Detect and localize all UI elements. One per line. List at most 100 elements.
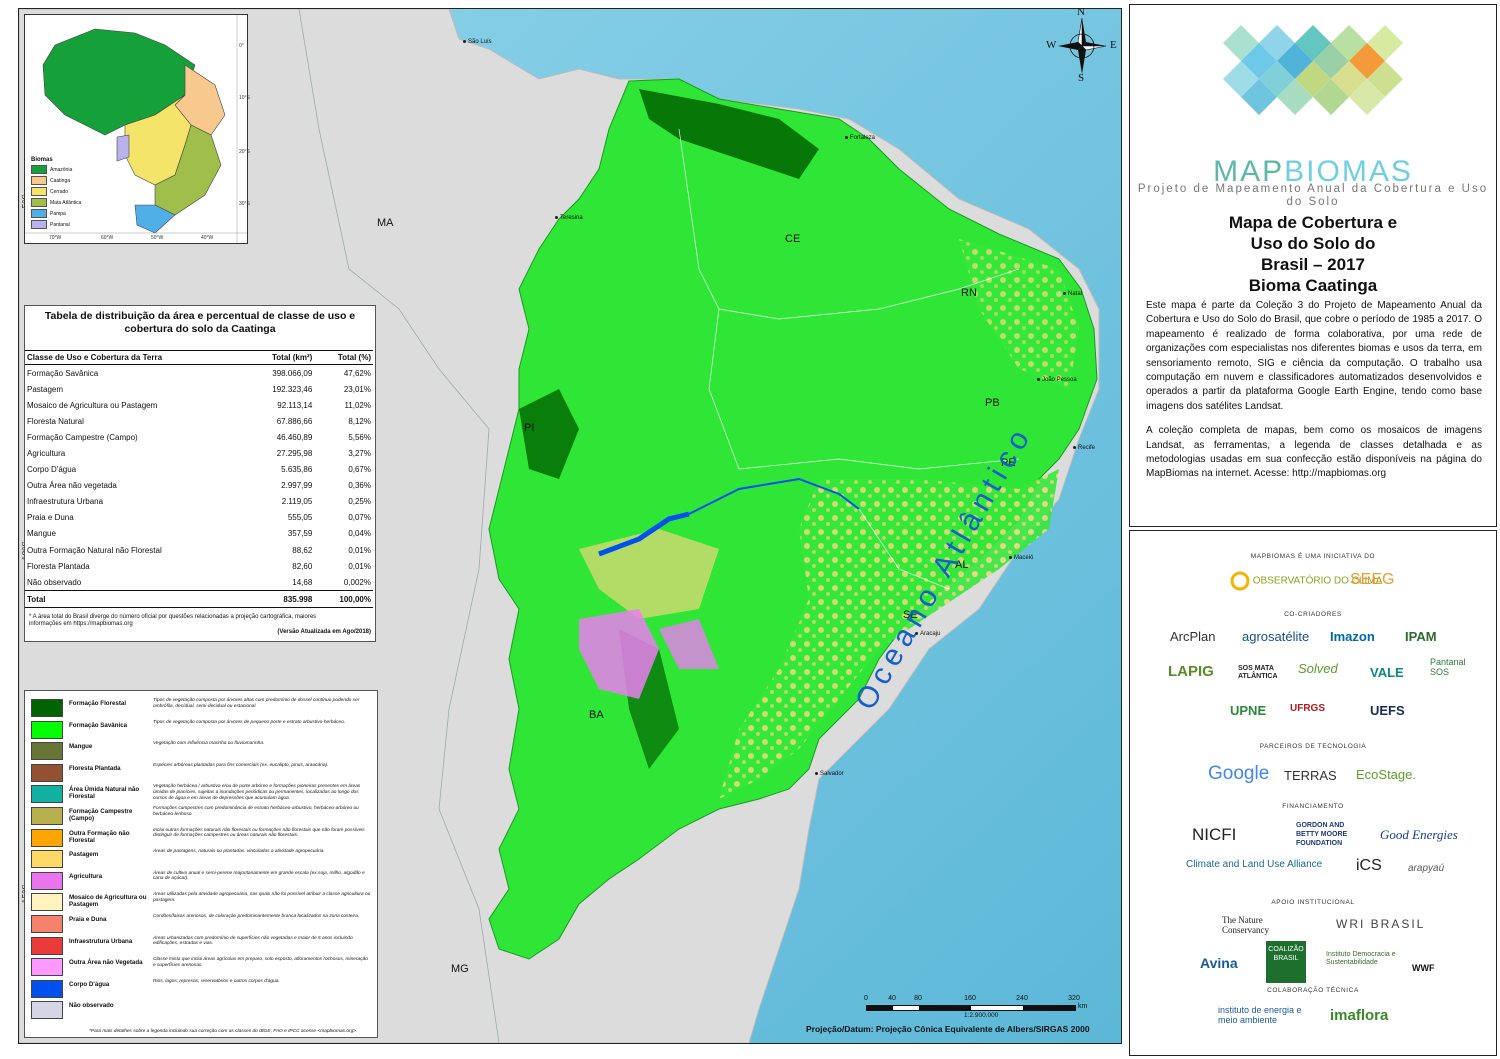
cell-percent: 11,02% (344, 400, 371, 410)
legend-class-name: Agricultura (69, 872, 103, 880)
legend-class-name: Mosaico de Agricultura ou Pastagem (69, 894, 147, 909)
logo-uefs: UEFS (1370, 703, 1405, 718)
biome-name: Caatinga (50, 177, 71, 184)
legend-class-name: Infraestrutura Urbana (69, 937, 133, 945)
state-label-pi: PI (524, 422, 535, 434)
cell-percent: 0,07% (348, 513, 371, 523)
legend-item: Pastagem Áreas de pastagens, naturais ou … (29, 848, 373, 870)
state-label-pb: PB (985, 397, 1000, 409)
biome-swatch (31, 198, 47, 207)
map-description: Este mapa é parte da Coleção 3 do Projet… (1146, 299, 1482, 492)
logo-ufrgs: UFRGS (1290, 703, 1325, 714)
state-label-ba: BA (589, 709, 604, 721)
legend-swatch (31, 850, 63, 869)
title-panel: MAPBIOMAS Projeto de Mapeamento Anual da… (1129, 4, 1497, 527)
compass-n: N (1077, 6, 1085, 18)
cell-class: Formação Savânica (27, 368, 99, 378)
legend-class-description: Áreas urbanizadas com predomínio de supe… (153, 935, 353, 947)
area-distribution-table: Tabela de distribuição da área e percent… (24, 305, 376, 642)
legend-class-description: Inclui outras formações naturais não flo… (153, 827, 365, 839)
legend-class-name: Formação Florestal (69, 700, 127, 707)
legend-item: Praia e Duna Cordões/faixas arenosas, de … (29, 913, 373, 935)
legend-class-description: Tipos de vegetação composta por árvores … (153, 698, 360, 709)
cell-class: Corpo D'água (27, 465, 77, 475)
logo-observatorio-clima: OBSERVATÓRIO DO CLIMA (1230, 571, 1382, 591)
state-label-al: AL (955, 559, 969, 571)
legend-class-description: Áreas utilizadas pela atividade agropecu… (153, 892, 371, 903)
legend-item: Outra Área não Vegetada Classe mista que … (29, 956, 373, 978)
city-salvador: Salvador (815, 771, 844, 777)
legend-class-description: Classe mista que inclui áreas agrícolas … (153, 957, 368, 968)
legend-swatch (31, 958, 63, 977)
logo-solved: Solved (1298, 661, 1338, 676)
logo-label: OBSERVATÓRIO DO CLIMA (1252, 575, 1383, 587)
biome-legend-item: Pampa (31, 209, 81, 218)
scale-tick: 240 (1016, 995, 1028, 1002)
biome-legend-item: Pantanal (31, 220, 81, 229)
legend-item: Formação Savânica Tipos de vegetação comp… (29, 719, 373, 741)
section-tech: PARCEIROS DE TECNOLOGIA (1259, 743, 1367, 750)
inset-tick: 40°W (201, 235, 214, 241)
legend-class-description: Áreas de pastagens, naturais ou plantada… (153, 849, 325, 855)
partners-panel: MAPBIOMAS É UMA INICIATIVA DO OBSERVATÓR… (1129, 530, 1497, 1056)
city-maceio: Maceió (1009, 555, 1033, 561)
projection-note: Projeção/Datum: Projeção Cônica Equivale… (806, 1024, 1090, 1034)
cell-percent: 0,25% (348, 497, 371, 507)
total-label: Total (25, 590, 245, 609)
cell-class: Praia e Duna (27, 513, 74, 523)
cell-percent: 5,56% (348, 432, 371, 442)
logo-wwf: WWF (1412, 963, 1435, 973)
legend-item: Infraestrutura Urbana Áreas urbanizadas c… (29, 935, 373, 957)
biome-legend-item: Amazônia (31, 165, 81, 174)
biome-swatch (31, 176, 47, 185)
table-row: Mosaico de Agricultura ou Pastagem 92.113… (25, 397, 373, 413)
table-row: Não observado 14,68 0,002% (25, 574, 373, 591)
cell-km2: 92.113,14 (277, 400, 313, 410)
legend-item: Mosaico de Agricultura ou Pastagem Áreas … (29, 891, 373, 913)
legend-swatch (31, 979, 63, 998)
legend-swatch (31, 1001, 63, 1020)
cell-km2: 192.323,46 (272, 384, 313, 394)
state-label-mg: MG (451, 963, 469, 975)
land-cover-legend: Formação Florestal Tipos de vegetação com… (24, 690, 378, 1038)
cell-km2: 46.460,89 (276, 432, 313, 442)
brand-right: BIOMAS (1284, 155, 1413, 188)
logo-seeg: SEEG (1350, 571, 1395, 588)
cell-class: Pastagem (27, 384, 64, 394)
cell-percent: 0,002% (343, 577, 371, 587)
table-note: * A área total do Brasil diverge do núme… (29, 614, 317, 628)
inset-tick: 60°W (101, 235, 114, 241)
mapbiomas-logo-icon (1223, 25, 1403, 115)
table-row: Formação Campestre (Campo) 46.460,89 5,56% (25, 429, 373, 445)
section-funding: FINANCIAMENTO (1282, 803, 1344, 810)
section-technical: COLABORAÇÃO TÉCNICA (1267, 987, 1359, 994)
table-row: Infraestrutura Urbana 2.119,05 0,25% (25, 494, 373, 510)
table-row: Praia e Duna 555,05 0,07% (25, 510, 373, 526)
column-header-percent: Total (%) (314, 350, 373, 365)
scale-tick: 80 (914, 995, 922, 1002)
compass-rose: N S W E (1046, 6, 1118, 84)
description-paragraph: A coleção completa de mapas, bem como os… (1146, 425, 1482, 480)
column-header-class: Classe de Uso e Cobertura da Terra (25, 350, 245, 365)
legend-swatch (31, 763, 63, 782)
legend-class-name: Outra Formação não Florestal (69, 829, 130, 844)
scale-ratio: 1:2.900.000 (964, 1012, 999, 1019)
inset-tick: 20°S (239, 149, 250, 155)
cell-class: Outra Área não vegetada (27, 481, 117, 491)
map-title-line: Uso do Solo do (1250, 234, 1376, 253)
legend-class-description: Áreas de cultivo anual e semi-perene maj… (153, 870, 365, 882)
total-km2: 835.998 (244, 590, 315, 609)
cell-class: Floresta Natural (27, 416, 84, 426)
biome-legend-item: Caatinga (31, 176, 81, 185)
table-row: Corpo D'água 5.635,86 0,67% (25, 462, 373, 478)
logo-ecostage: EcoStage. (1356, 767, 1416, 782)
logo-nature-conservancy: The Nature Conservancy (1222, 915, 1269, 935)
logo-arcplan: ArcPlan (1170, 629, 1216, 644)
observatorio-icon (1230, 571, 1250, 591)
legend-class-name: Outra Área não Vegetada (69, 959, 143, 967)
legend-class-description: Tipos de vegetação composta por árvores … (153, 719, 346, 725)
biome-swatch (31, 209, 47, 218)
logo-clua: Climate and Land Use Alliance (1186, 859, 1323, 870)
brand-name: MAPBIOMAS (1130, 155, 1496, 189)
cell-km2: 27.295,98 (276, 449, 313, 459)
